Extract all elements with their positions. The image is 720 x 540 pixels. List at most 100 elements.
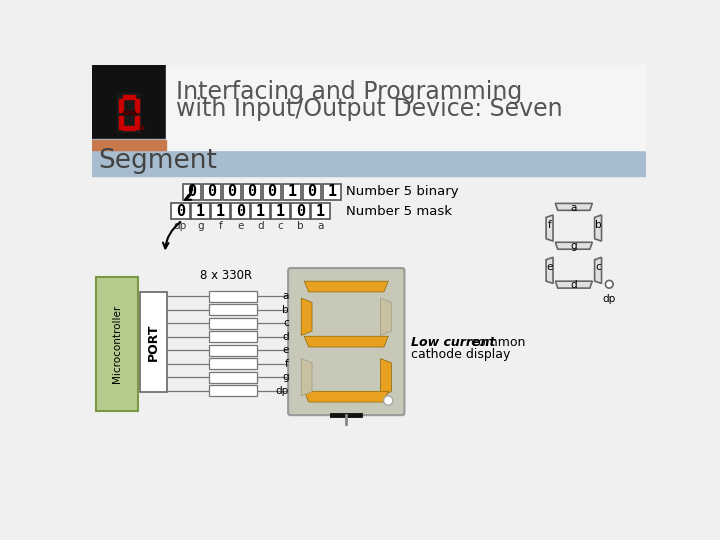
- Bar: [209, 358, 256, 369]
- FancyBboxPatch shape: [291, 204, 310, 219]
- Polygon shape: [595, 215, 601, 241]
- FancyBboxPatch shape: [303, 184, 321, 200]
- Text: d: d: [570, 280, 577, 289]
- Circle shape: [384, 396, 393, 405]
- FancyBboxPatch shape: [191, 204, 210, 219]
- Text: 1: 1: [276, 204, 285, 219]
- Text: cathode display: cathode display: [411, 348, 510, 361]
- Text: c: c: [283, 318, 289, 328]
- Bar: [92, 139, 647, 177]
- Text: Low current: Low current: [411, 335, 496, 348]
- FancyBboxPatch shape: [243, 184, 261, 200]
- Polygon shape: [546, 257, 553, 284]
- Text: g: g: [197, 221, 204, 231]
- FancyBboxPatch shape: [288, 268, 405, 415]
- Text: e: e: [282, 345, 289, 355]
- Bar: [209, 291, 256, 302]
- Text: dp: dp: [174, 221, 187, 231]
- Text: 0: 0: [207, 184, 217, 199]
- Text: 0: 0: [307, 184, 317, 199]
- Text: Number 5 mask: Number 5 mask: [346, 205, 452, 218]
- Text: a: a: [282, 292, 289, 301]
- Text: dp: dp: [276, 386, 289, 396]
- Bar: [122, 126, 135, 130]
- Bar: [122, 111, 135, 114]
- Text: 0: 0: [296, 204, 305, 219]
- Polygon shape: [301, 359, 312, 396]
- Bar: [92, 140, 166, 150]
- FancyBboxPatch shape: [263, 184, 282, 200]
- Text: b: b: [282, 305, 289, 315]
- Polygon shape: [305, 392, 388, 402]
- Text: f: f: [548, 220, 552, 229]
- Text: Microcontroller: Microcontroller: [112, 305, 122, 383]
- Text: e: e: [237, 221, 243, 231]
- Text: 0: 0: [228, 184, 236, 199]
- Bar: [119, 99, 122, 112]
- Polygon shape: [381, 298, 392, 335]
- FancyBboxPatch shape: [283, 184, 301, 200]
- Bar: [209, 372, 256, 383]
- Text: f: f: [285, 359, 289, 369]
- Text: d: d: [257, 221, 264, 231]
- FancyBboxPatch shape: [203, 184, 221, 200]
- Bar: [92, 65, 166, 142]
- FancyBboxPatch shape: [183, 184, 201, 200]
- Bar: [117, 93, 140, 132]
- Text: common: common: [467, 335, 525, 348]
- Bar: [209, 331, 256, 342]
- Text: 1: 1: [216, 204, 225, 219]
- Text: 0: 0: [236, 204, 245, 219]
- Bar: [140, 292, 167, 392]
- Text: e: e: [546, 262, 553, 272]
- Text: with Input/Output Device: Seven: with Input/Output Device: Seven: [176, 97, 563, 121]
- Bar: [135, 99, 139, 112]
- Bar: [166, 65, 647, 150]
- Polygon shape: [555, 281, 593, 288]
- Polygon shape: [555, 204, 593, 211]
- Text: Number 5 binary: Number 5 binary: [346, 185, 459, 198]
- FancyBboxPatch shape: [251, 204, 270, 219]
- Polygon shape: [381, 359, 392, 396]
- FancyArrowPatch shape: [163, 222, 181, 248]
- Text: b: b: [595, 220, 601, 229]
- Text: Interfacing and Programming: Interfacing and Programming: [176, 80, 523, 104]
- Polygon shape: [546, 215, 553, 241]
- Polygon shape: [555, 242, 593, 249]
- Text: 0: 0: [187, 184, 197, 199]
- Text: 1: 1: [328, 184, 337, 199]
- FancyBboxPatch shape: [231, 204, 250, 219]
- Text: 0: 0: [176, 204, 185, 219]
- Text: g: g: [282, 372, 289, 382]
- Bar: [209, 345, 256, 356]
- Bar: [135, 117, 139, 130]
- Text: d: d: [282, 332, 289, 342]
- Text: PORT: PORT: [148, 323, 161, 361]
- Circle shape: [606, 280, 613, 288]
- Bar: [122, 95, 135, 99]
- Text: f: f: [218, 221, 222, 231]
- FancyBboxPatch shape: [171, 204, 189, 219]
- Text: g: g: [570, 241, 577, 251]
- Text: 8 x 330R: 8 x 330R: [200, 269, 253, 282]
- Bar: [119, 117, 122, 130]
- FancyBboxPatch shape: [323, 184, 341, 200]
- FancyBboxPatch shape: [271, 204, 289, 219]
- Text: c: c: [278, 221, 284, 231]
- Bar: [209, 385, 256, 396]
- Text: 1: 1: [287, 184, 297, 199]
- Text: a: a: [318, 221, 324, 231]
- FancyArrowPatch shape: [185, 185, 192, 200]
- Text: c: c: [595, 262, 601, 272]
- Text: 1: 1: [256, 204, 265, 219]
- Text: 0: 0: [248, 184, 256, 199]
- Text: 1: 1: [316, 204, 325, 219]
- Bar: [96, 276, 138, 411]
- FancyBboxPatch shape: [211, 204, 230, 219]
- Text: 0: 0: [267, 184, 276, 199]
- Polygon shape: [305, 281, 388, 292]
- Text: b: b: [297, 221, 304, 231]
- Polygon shape: [305, 336, 388, 347]
- Bar: [209, 318, 256, 329]
- FancyBboxPatch shape: [222, 184, 241, 200]
